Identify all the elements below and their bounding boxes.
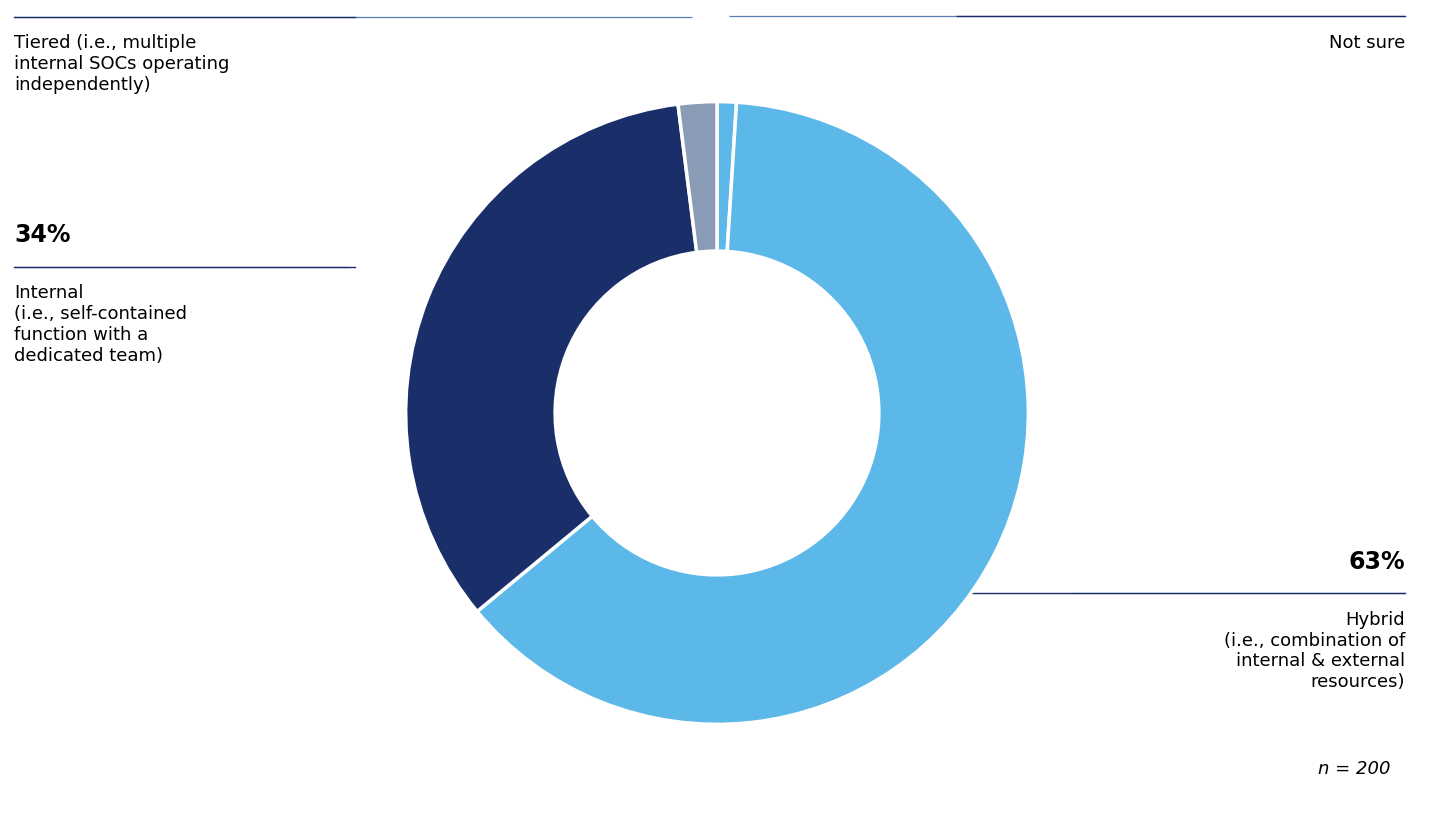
Wedge shape (406, 105, 697, 612)
Text: Not sure: Not sure (1329, 34, 1405, 52)
Wedge shape (478, 103, 1028, 724)
Text: Hybrid
(i.e., combination of
internal & external
resources): Hybrid (i.e., combination of internal & … (1225, 610, 1405, 691)
Text: 63%: 63% (1349, 549, 1405, 573)
Text: Internal
(i.e., self-contained
function with a
dedicated team): Internal (i.e., self-contained function … (14, 284, 188, 365)
Text: Tiered (i.e., multiple
internal SOCs operating
independently): Tiered (i.e., multiple internal SOCs ope… (14, 35, 229, 94)
Wedge shape (678, 103, 717, 253)
Wedge shape (717, 103, 737, 252)
Text: 34%: 34% (14, 223, 70, 247)
Text: n = 200: n = 200 (1318, 759, 1391, 777)
